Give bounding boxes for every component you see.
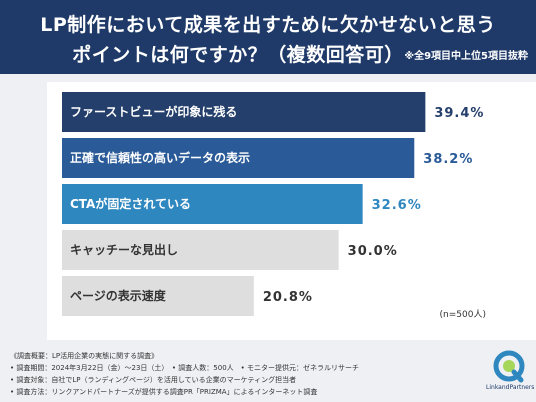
category-label-4: キャッチーな見出し: [70, 242, 178, 257]
category-label-1: ファーストビューが印象に残る: [70, 104, 237, 119]
bar-2: [62, 138, 415, 178]
footer-line: • 調査対象：自社でLP（ランディングページ）を活用している企業のマーケティング…: [10, 376, 297, 384]
bar-chart: ファーストビューが印象に残る 39.4% 正確で信頼性の高いデータの表示 38.2% C…: [62, 92, 484, 316]
header-banner: LP制作において成果を出すために欠かせないと思う ポイントは何ですか？（複数回答…: [0, 0, 536, 74]
bar-3: [62, 184, 363, 224]
footer-line: • 調査方法：リンクアンドパートナーズが提供する調査PR「PRIZMA」によるイ…: [10, 388, 318, 396]
bar-5: [62, 276, 254, 316]
value-label-1: 39.4%: [434, 106, 484, 121]
footer-line: • 調査期間：2024年3月22日（金）〜23日（土） • 調査人数：500人 …: [10, 364, 360, 372]
survey-footer: 《調査概要：LP活用企業の実態に関する調査》 • 調査期間：2024年3月22日…: [10, 350, 450, 398]
value-label-3: 32.6%: [372, 198, 422, 213]
category-label-5: ページの表示速度: [70, 288, 167, 303]
title-note: ※全9項目中上位5項目抜粋: [404, 51, 528, 62]
logo-text: LinkandPartners: [486, 384, 535, 391]
category-label-2: 正確で信頼性の高いデータの表示: [70, 150, 250, 165]
chart-panel: ファーストビューが印象に残る 39.4% 正確で信頼性の高いデータの表示 38.2% C…: [47, 82, 536, 340]
chart-title-line-1: LP制作において成果を出すために欠かせないと思う: [40, 14, 496, 36]
chart-title-line-2: ポイントは何ですか？（複数回答可）: [72, 44, 404, 66]
footer-line: 《調査概要：LP活用企業の実態に関する調査》: [10, 352, 159, 360]
value-label-5: 20.8%: [263, 290, 313, 305]
company-logo: LinkandPartners: [486, 350, 535, 394]
sample-size-note: (n=500人): [439, 310, 486, 320]
bar-1: [62, 92, 426, 132]
value-label-4: 30.0%: [348, 244, 398, 259]
value-label-2: 38.2%: [423, 152, 473, 167]
logo-icon: [493, 350, 525, 383]
bar-4: [62, 230, 339, 270]
category-label-3: CTAが固定されている: [70, 196, 191, 211]
